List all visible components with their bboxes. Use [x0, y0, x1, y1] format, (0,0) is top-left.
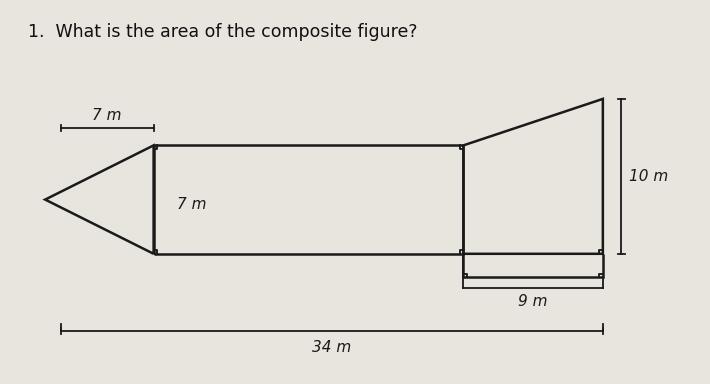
Text: 7 m: 7 m [177, 197, 207, 212]
Text: 10 m: 10 m [629, 169, 668, 184]
Text: 9 m: 9 m [518, 294, 548, 309]
Text: 34 m: 34 m [312, 340, 351, 355]
Text: 7 m: 7 m [92, 108, 122, 123]
Text: 1.  What is the area of the composite figure?: 1. What is the area of the composite fig… [28, 23, 418, 41]
